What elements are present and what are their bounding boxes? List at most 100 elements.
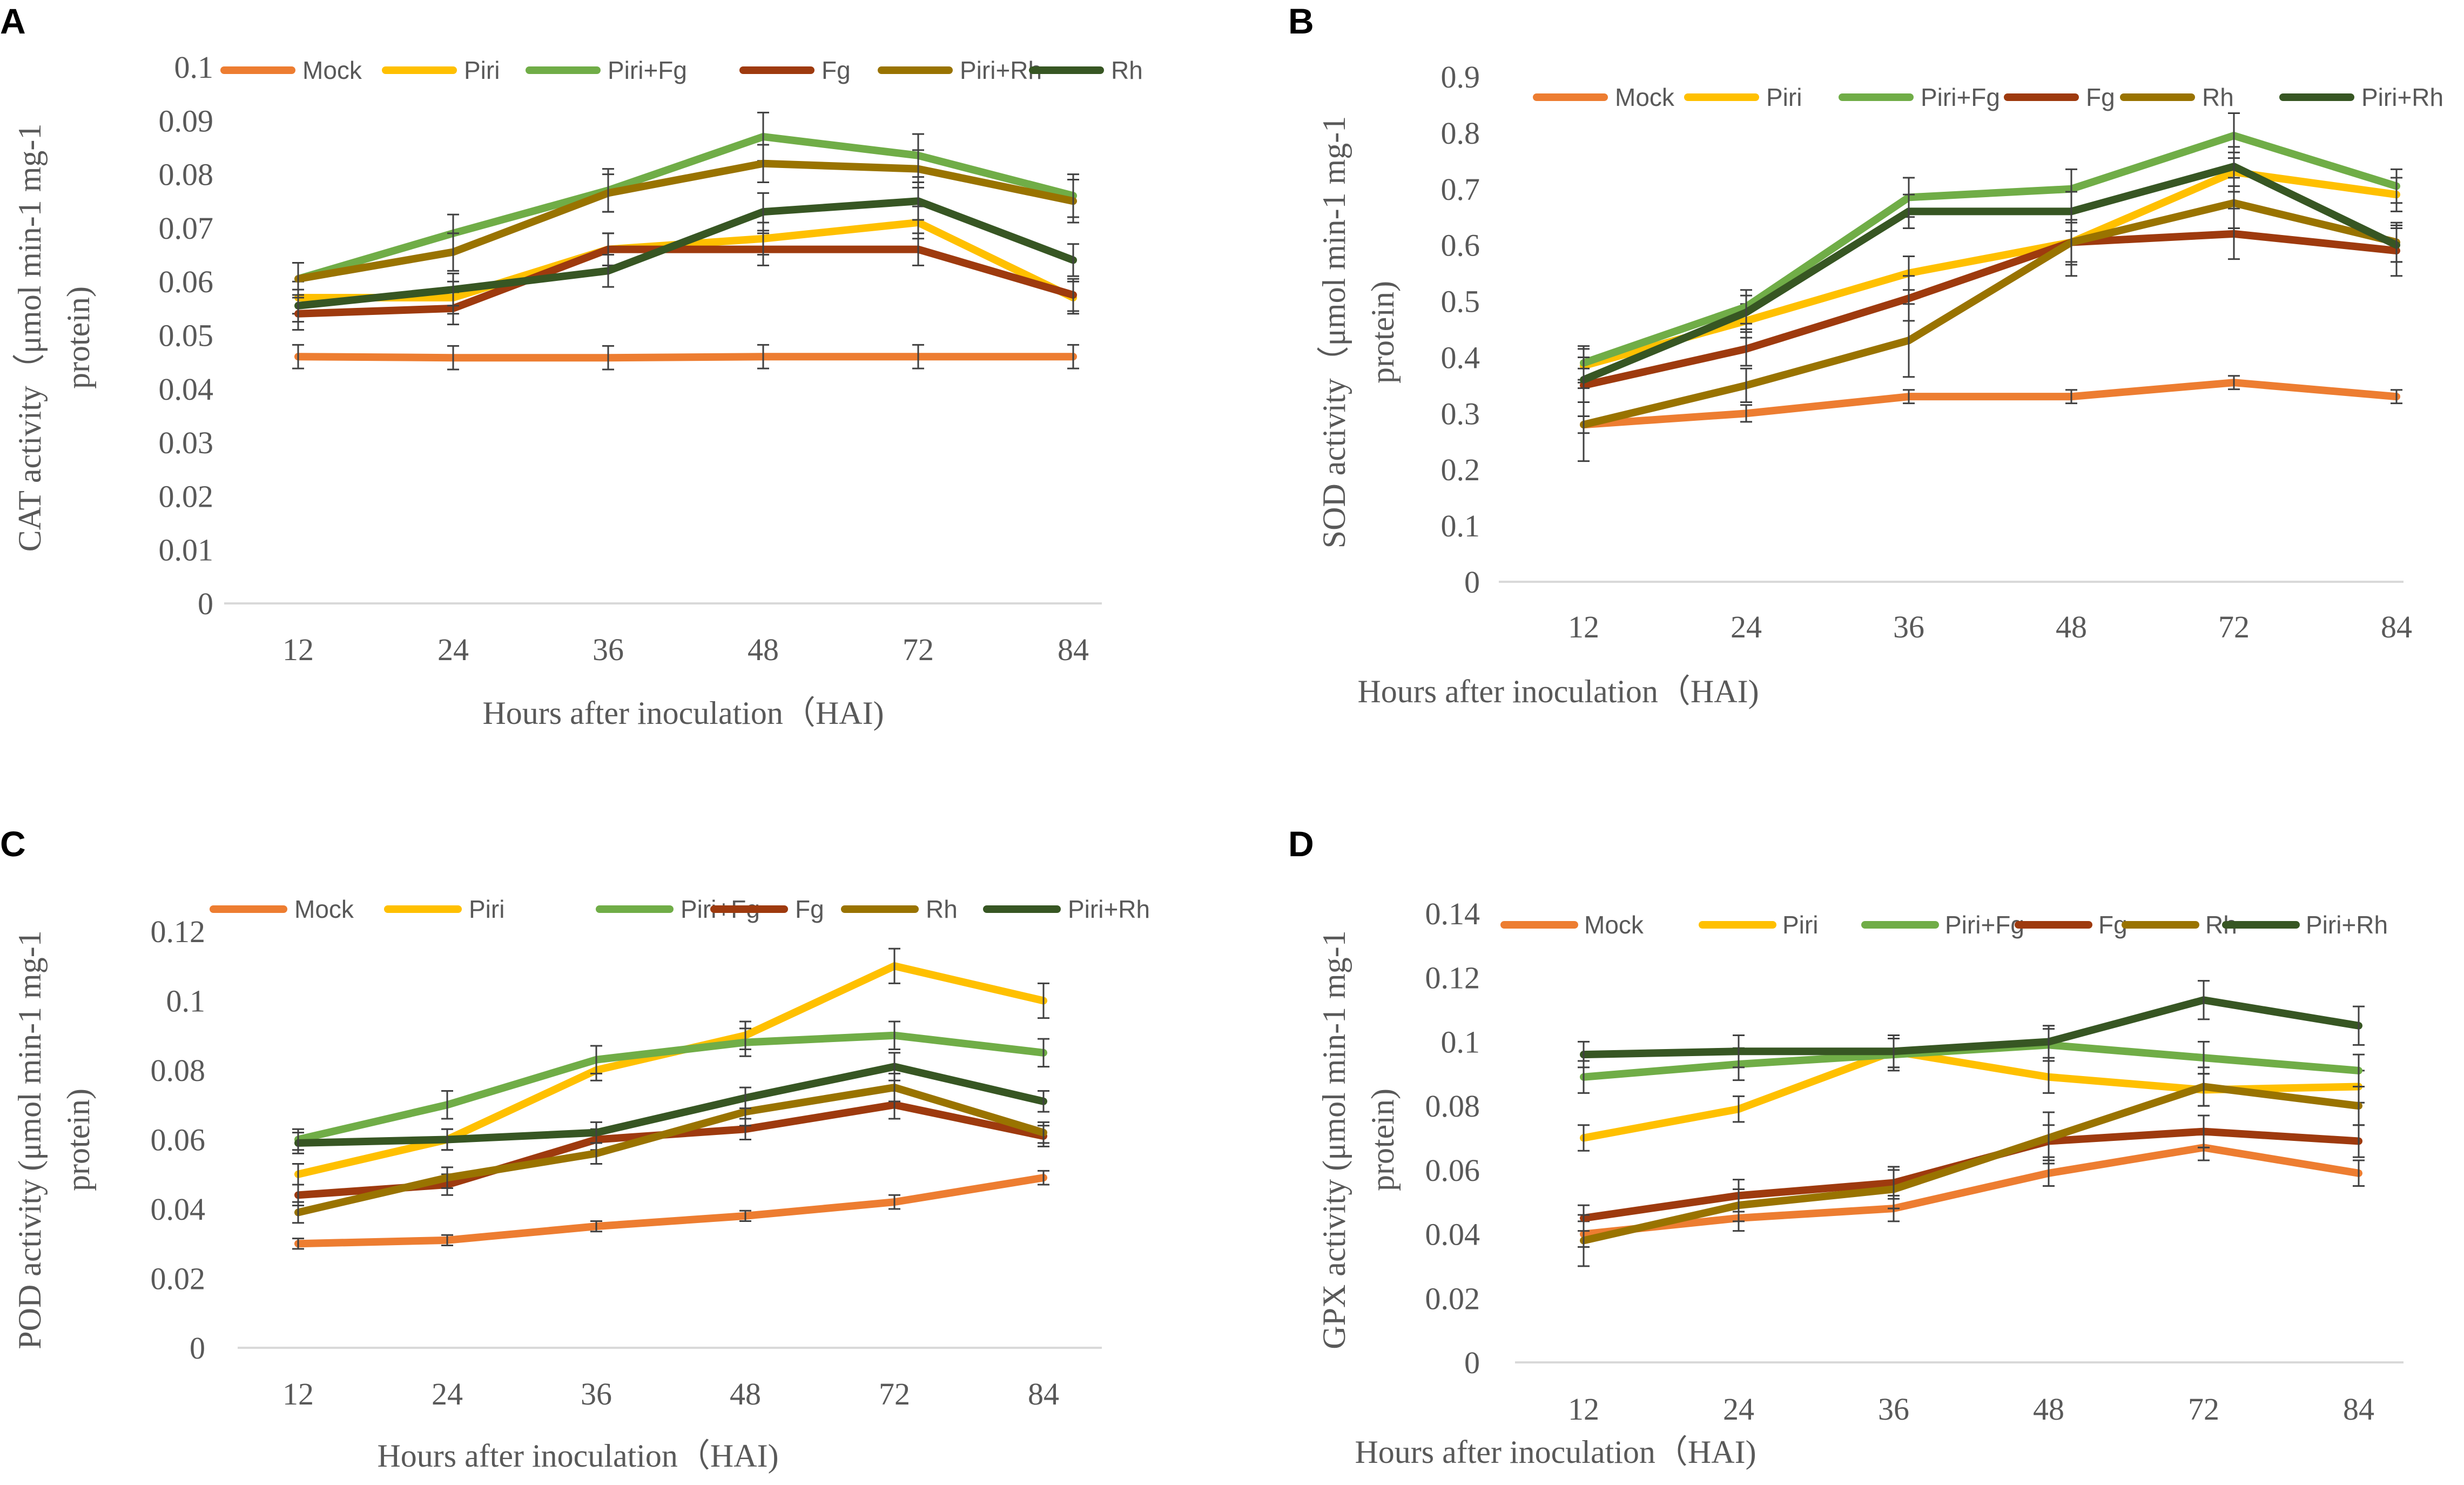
y-tick-label: 0.01	[159, 533, 214, 568]
x-tick-label: 84	[2381, 609, 2412, 644]
legend-item: Rh	[1029, 56, 1143, 84]
y-tick-label: 0.05	[159, 318, 214, 353]
legend-item: Piri+Rh	[2222, 911, 2388, 939]
y-tick-label: 0.12	[151, 914, 206, 949]
y-tick-label: 0.02	[159, 479, 214, 514]
x-tick-label: 72	[2218, 609, 2250, 644]
legend-item: Piri+Rh	[878, 56, 1042, 84]
legend-label: Rh	[2202, 83, 2234, 111]
legend-label: Fg	[2086, 83, 2115, 111]
series-line	[1580, 199, 2400, 429]
legend-label: Mock	[1615, 83, 1675, 111]
y-tick-label: 0.6	[1441, 228, 1480, 263]
panel-letter: D	[1288, 824, 1314, 864]
series-line	[1580, 230, 2400, 389]
y-tick-label: 0.1	[1441, 508, 1480, 543]
legend-item: Mock	[1500, 911, 1644, 939]
chart-panel-d: D 0 0.02 0.04 0.06 0.08 0.1 0.12 0.14 12 24 36 48 72 8…	[1288, 824, 2404, 1470]
series-line	[294, 245, 1077, 318]
x-tick-label: 84	[2343, 1392, 2374, 1427]
y-tick-label: 0.1	[174, 50, 214, 85]
x-axis-title: Hours after inoculation（HAI)	[377, 1438, 778, 1474]
series-mock	[1578, 1134, 2365, 1248]
y-tick-label: 0.1	[1441, 1024, 1480, 1059]
series-line	[294, 159, 1077, 283]
x-tick-label: 48	[2056, 609, 2087, 644]
x-tick-label: 12	[282, 1376, 314, 1412]
legend-label: Rh	[926, 895, 958, 923]
series-line	[294, 1063, 1047, 1147]
legend-item: Piri+Fg	[1861, 911, 2024, 939]
series-mock	[1578, 375, 2402, 434]
y-tick-label: 0.7	[1441, 172, 1480, 207]
legend: Mock Piri Piri+Fg Fg Piri+Rh Rh	[220, 56, 1143, 84]
legend: Mock Piri Piri+Fg Fg Rh Piri+Rh	[1533, 83, 2443, 111]
y-tick-label: 0.04	[1425, 1217, 1480, 1252]
y-tick-label: 0.5	[1441, 284, 1480, 319]
series-piri-plus-rh	[1578, 980, 2365, 1069]
legend-item: Fg	[710, 895, 824, 923]
y-axis-title-line: GPX activity (μmol min-1 mg-1	[1316, 930, 1352, 1349]
y-tick-label: 0.9	[1441, 59, 1480, 95]
legend-label: Fg	[795, 895, 824, 923]
legend-label: Piri+Rh	[1068, 895, 1150, 923]
series-fg	[1578, 207, 2402, 404]
legend-label: Rh	[1111, 56, 1143, 84]
series-piri-plus-fg	[1578, 112, 2402, 381]
series-line	[294, 353, 1077, 362]
series-piri-plus-rh	[1578, 146, 2402, 404]
series-line	[1580, 163, 2400, 384]
legend-label: Piri+Fg	[608, 56, 687, 84]
x-tick-label: 12	[1568, 1392, 1599, 1427]
legend-item: Mock	[1533, 83, 1675, 111]
legend-item: Mock	[210, 895, 354, 923]
y-axis-title-line: CAT activity（μmol min-1 mg-1	[12, 124, 48, 552]
series-rh	[1578, 1066, 2365, 1267]
x-tick-label: 12	[1568, 609, 1599, 644]
series-line	[1580, 996, 2362, 1059]
y-axis-title-line: protein)	[60, 1088, 96, 1191]
chart-panel-b: B 0 0.1 0.2 0.3 0.4 0.5 0.6 0.7 0.8 0.9 12 24 36 48 72 8…	[1288, 1, 2443, 709]
series-piri-plus-rh	[292, 1052, 1049, 1154]
legend-item: Piri	[384, 895, 504, 923]
y-tick-label: 0.02	[151, 1261, 206, 1296]
y-axis-title-line: SOD activity（μmol min-1 mg-1	[1316, 116, 1352, 548]
legend-label: Piri+Fg	[1921, 83, 2000, 111]
x-tick-label: 48	[2033, 1392, 2064, 1427]
y-axis-title-line: POD activity (μmol min-1 mg-1	[12, 930, 48, 1349]
legend-item: Fg	[739, 56, 851, 84]
legend-label: Piri+Rh	[2361, 83, 2443, 111]
x-tick-label: 24	[1731, 609, 1762, 644]
y-axis-title-line: protein)	[1365, 1088, 1401, 1191]
legend-item: Piri	[382, 56, 500, 84]
legend-item: Piri	[1699, 911, 1818, 939]
legend-label: Mock	[1584, 911, 1644, 939]
legend-label: Mock	[294, 895, 354, 923]
y-tick-label: 0.03	[159, 425, 214, 460]
series-line	[294, 133, 1077, 283]
x-tick-label: 84	[1058, 632, 1089, 667]
series-line	[294, 1174, 1047, 1248]
x-tick-label: 48	[748, 632, 779, 667]
x-tick-label: 24	[1723, 1392, 1754, 1427]
series-mock	[292, 344, 1079, 371]
y-tick-label: 0.06	[1425, 1153, 1480, 1188]
x-tick-label: 48	[730, 1376, 761, 1412]
panel-letter: C	[0, 824, 26, 864]
x-tick-label: 36	[1893, 609, 1924, 644]
y-tick-label: 0.3	[1441, 396, 1480, 431]
y-tick-label: 0	[1464, 1345, 1480, 1380]
y-tick-label: 0.4	[1441, 340, 1480, 375]
legend-label: Piri	[1766, 83, 1802, 111]
x-tick-label: 12	[282, 632, 314, 667]
legend-item: Fg	[2004, 83, 2115, 111]
series-line	[294, 197, 1077, 310]
legend-item: Piri+Rh	[2279, 83, 2443, 111]
y-tick-label: 0	[1464, 565, 1480, 600]
y-tick-label: 0.02	[1425, 1281, 1480, 1316]
series-mock	[292, 1170, 1049, 1250]
x-tick-label: 36	[593, 632, 624, 667]
